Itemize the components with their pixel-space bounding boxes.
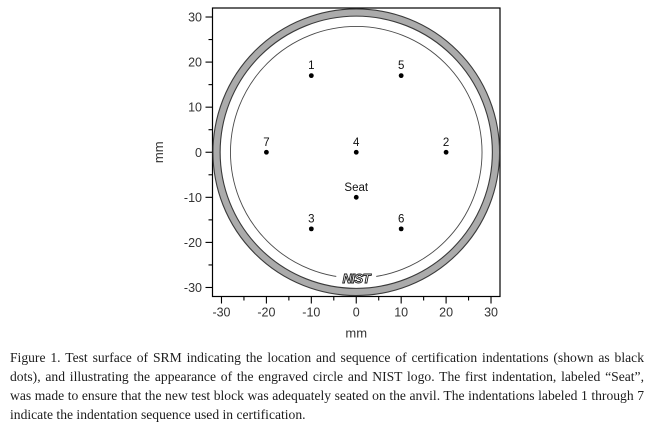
srm-figure: -30 -20 -10 0 10 20 30 -30 -20 -10 0 10 20 30 mm mm NIST… — [151, 7, 501, 341]
indentation-dot-seat — [353, 194, 359, 200]
indentation-label-2: 2 — [443, 137, 449, 149]
indentation-dot-4 — [353, 149, 359, 155]
figure-caption: Figure 1. Test surface of SRM indicating… — [10, 350, 644, 422]
indentation-label-seat: Seat — [344, 182, 368, 194]
nist-logo: NIST — [342, 271, 371, 286]
indentation-plot: -30 -20 -10 0 10 20 30 -30 -20 -10 0 10 20 30 mm mm NIST… — [151, 7, 501, 341]
indentation-label-1: 1 — [308, 60, 314, 72]
y-tick-label: 30 — [188, 11, 202, 25]
y-axis-label: mm — [151, 141, 166, 163]
x-tick-label: -20 — [257, 306, 275, 320]
y-tick-label: -10 — [184, 191, 202, 205]
outer-ring-outline — [212, 8, 501, 297]
x-tick-label: 20 — [439, 306, 453, 320]
x-axis-label: mm — [345, 326, 367, 341]
indentation-dot-5 — [398, 73, 404, 79]
indentation-dot-7 — [264, 149, 269, 155]
y-tick-label: -20 — [184, 236, 202, 250]
indentation-dot-2 — [443, 149, 449, 155]
indentation-dot-3 — [308, 226, 314, 232]
indentation-dot-6 — [398, 226, 404, 232]
indentation-label-6: 6 — [398, 213, 404, 225]
x-tick-label: 10 — [394, 306, 408, 320]
x-tick-label: 0 — [353, 306, 360, 320]
x-tick-label: -30 — [212, 306, 230, 320]
y-tick-label: 0 — [195, 146, 202, 160]
y-tick-label: 20 — [188, 56, 202, 70]
outer-ring-inner-outline — [219, 15, 493, 289]
indentation-label-5: 5 — [398, 60, 404, 72]
x-tick-label: -10 — [302, 306, 320, 320]
indentation-label-3: 3 — [308, 213, 314, 225]
x-tick-label: 30 — [484, 306, 498, 320]
nist-logo-backing — [336, 272, 377, 285]
indentation-label-4: 4 — [353, 137, 360, 149]
y-tick-label: -30 — [184, 281, 202, 295]
indentation-dot-1 — [308, 73, 314, 79]
y-tick-label: 10 — [188, 101, 202, 115]
indentation-label-7: 7 — [263, 137, 269, 149]
